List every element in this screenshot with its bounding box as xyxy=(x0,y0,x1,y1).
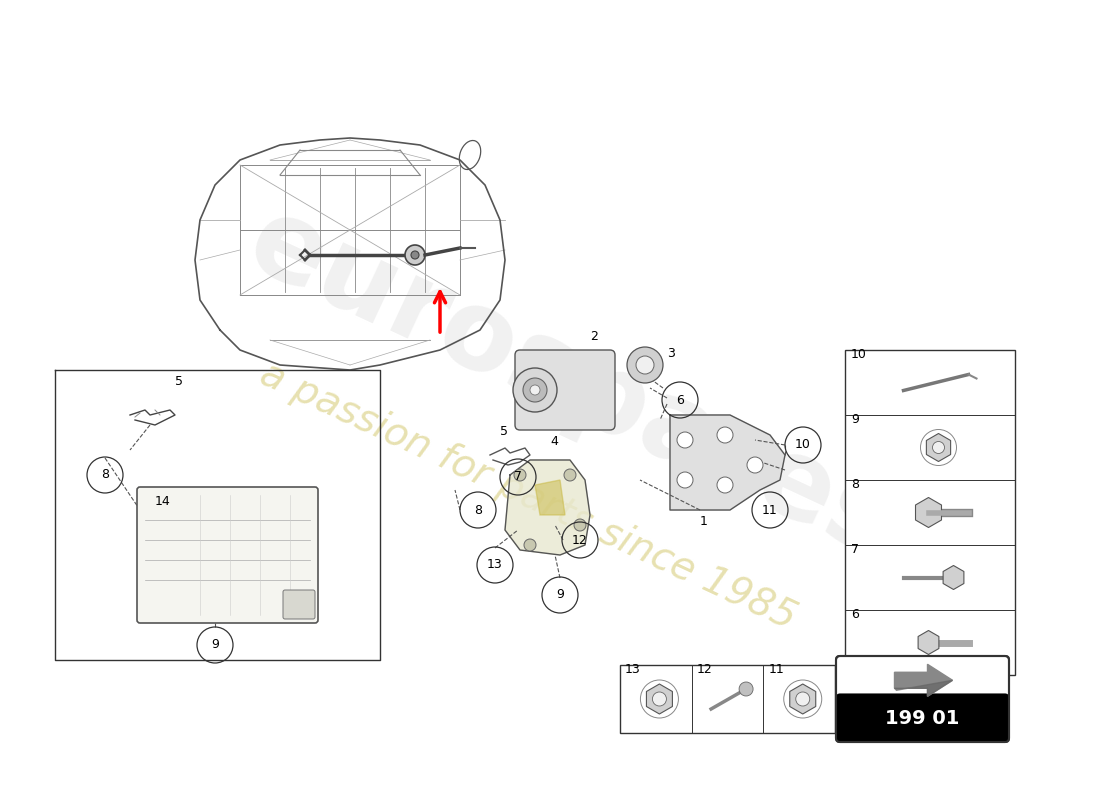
Text: 8: 8 xyxy=(851,478,859,491)
Circle shape xyxy=(574,519,586,531)
Text: 13: 13 xyxy=(487,558,503,571)
Bar xyxy=(620,665,835,733)
FancyBboxPatch shape xyxy=(836,656,1009,742)
Circle shape xyxy=(676,432,693,448)
Polygon shape xyxy=(894,664,953,696)
Text: eurospares: eurospares xyxy=(231,187,913,581)
Text: 10: 10 xyxy=(795,438,811,451)
Text: 8: 8 xyxy=(101,469,109,482)
Bar xyxy=(840,699,1005,738)
FancyBboxPatch shape xyxy=(836,694,1009,742)
Bar xyxy=(845,350,1015,675)
Text: 7: 7 xyxy=(851,543,859,556)
Circle shape xyxy=(524,539,536,551)
Circle shape xyxy=(652,692,667,706)
Text: 14: 14 xyxy=(155,495,170,508)
Polygon shape xyxy=(670,415,785,510)
FancyBboxPatch shape xyxy=(283,590,315,619)
Text: 7: 7 xyxy=(514,470,522,483)
Text: 6: 6 xyxy=(676,394,684,406)
Text: 10: 10 xyxy=(851,348,867,361)
Text: 9: 9 xyxy=(851,413,859,426)
Text: 6: 6 xyxy=(851,608,859,621)
Text: 12: 12 xyxy=(696,663,713,676)
Circle shape xyxy=(747,457,763,473)
Text: a passion for parts since 1985: a passion for parts since 1985 xyxy=(254,354,802,638)
FancyBboxPatch shape xyxy=(515,350,615,430)
Text: 4: 4 xyxy=(550,435,558,448)
Polygon shape xyxy=(894,680,953,696)
Text: 5: 5 xyxy=(500,425,508,438)
Text: 9: 9 xyxy=(557,589,564,602)
Text: 8: 8 xyxy=(474,503,482,517)
Text: 3: 3 xyxy=(667,347,675,360)
Circle shape xyxy=(513,368,557,412)
Circle shape xyxy=(739,682,754,696)
Polygon shape xyxy=(535,480,565,515)
Circle shape xyxy=(933,442,945,454)
FancyBboxPatch shape xyxy=(138,487,318,623)
Circle shape xyxy=(522,378,547,402)
Circle shape xyxy=(627,347,663,383)
Text: 199 01: 199 01 xyxy=(886,709,959,728)
Circle shape xyxy=(636,356,654,374)
Polygon shape xyxy=(505,460,590,555)
Circle shape xyxy=(411,251,419,259)
Text: 5: 5 xyxy=(175,375,183,388)
Text: 2: 2 xyxy=(590,330,598,343)
Text: 11: 11 xyxy=(762,503,778,517)
Circle shape xyxy=(405,245,425,265)
Text: 11: 11 xyxy=(768,663,784,676)
Circle shape xyxy=(514,469,526,481)
Circle shape xyxy=(530,385,540,395)
Circle shape xyxy=(795,692,810,706)
Text: 13: 13 xyxy=(625,663,640,676)
Text: 1: 1 xyxy=(700,515,708,528)
Circle shape xyxy=(676,472,693,488)
Circle shape xyxy=(564,469,576,481)
Text: 12: 12 xyxy=(572,534,587,546)
Circle shape xyxy=(717,477,733,493)
Circle shape xyxy=(717,427,733,443)
Text: 9: 9 xyxy=(211,638,219,651)
